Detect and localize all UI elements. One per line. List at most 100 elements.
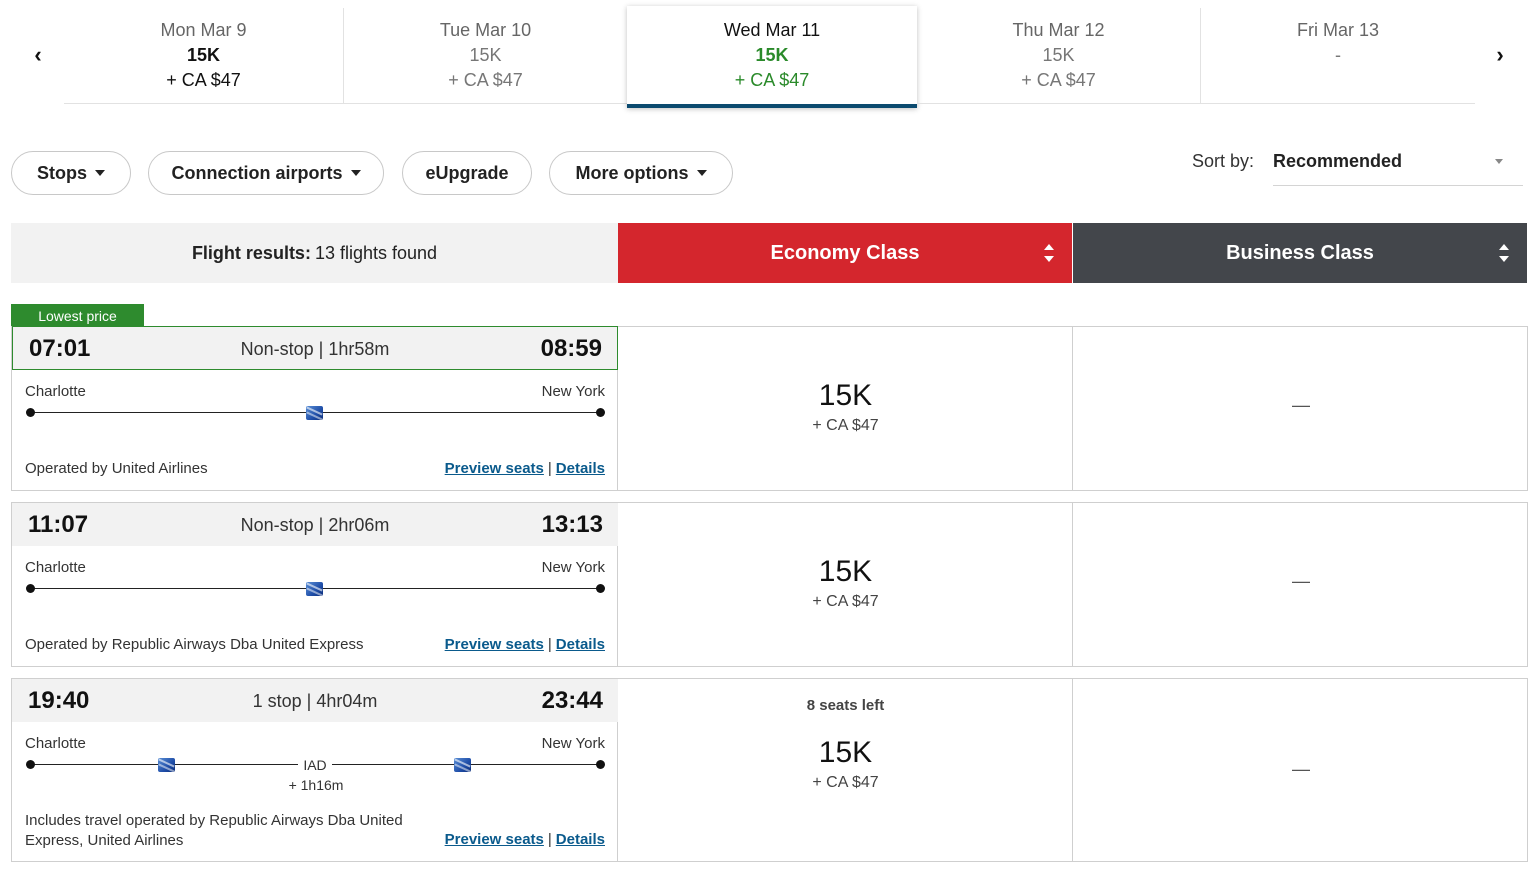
flight-links: Preview seats | Details bbox=[445, 831, 605, 848]
preview-seats-link[interactable]: Preview seats bbox=[444, 636, 544, 653]
lowest-price-badge: Lowest price bbox=[11, 304, 144, 327]
destination-dot bbox=[596, 760, 605, 769]
date-tax: + CA $47 bbox=[448, 70, 523, 90]
connection-airports-filter-button[interactable]: Connection airports bbox=[148, 151, 384, 195]
business-unavailable: — bbox=[1292, 395, 1310, 415]
preview-seats-link[interactable]: Preview seats bbox=[444, 831, 544, 848]
date-tab-mon-mar-9[interactable]: Mon Mar 9 15K + CA $47 bbox=[64, 8, 344, 104]
connection-airports-label: Connection airports bbox=[171, 162, 343, 183]
link-separator: | bbox=[547, 636, 552, 653]
date-price: - bbox=[1335, 45, 1341, 65]
origin-city: Charlotte bbox=[25, 559, 86, 576]
details-link[interactable]: Details bbox=[555, 460, 605, 477]
arrival-time: 23:44 bbox=[541, 687, 603, 714]
date-tab-wed-mar-11[interactable]: Wed Mar 11 15K + CA $47 bbox=[627, 6, 917, 108]
sort-value: Recommended bbox=[1273, 151, 1403, 171]
date-label: Thu Mar 12 bbox=[1012, 20, 1105, 40]
economy-fare-cell[interactable]: 8 seats left 15K + CA $47 bbox=[619, 679, 1073, 861]
seats-left: 8 seats left bbox=[806, 697, 885, 714]
united-globe-icon bbox=[158, 758, 175, 772]
chevron-right-icon[interactable]: › bbox=[1496, 42, 1504, 67]
operated-by-line-1: Includes travel operated by Republic Air… bbox=[25, 812, 403, 829]
united-globe-icon bbox=[306, 582, 323, 596]
flight-details: 11:07 Non-stop | 2hr06m 13:13 Charlotte … bbox=[12, 503, 618, 666]
more-options-filter-button[interactable]: More options bbox=[549, 151, 733, 195]
economy-tax: + CA $47 bbox=[812, 417, 879, 434]
eupgrade-filter-button[interactable]: eUpgrade bbox=[402, 151, 532, 195]
economy-fare-cell[interactable]: 15K + CA $47 bbox=[619, 327, 1073, 490]
origin-dot bbox=[26, 760, 35, 769]
flight-details: 07:01 Non-stop | 1hr58m 08:59 Charlotte … bbox=[12, 326, 618, 490]
business-unavailable: — bbox=[1292, 759, 1310, 779]
business-class-label: Business Class bbox=[1226, 241, 1374, 264]
business-fare-cell: — bbox=[1074, 679, 1528, 861]
chevron-left-icon[interactable]: ‹ bbox=[34, 42, 42, 67]
details-link[interactable]: Details bbox=[555, 636, 605, 653]
destination-city: New York bbox=[541, 559, 605, 576]
date-tab-tue-mar-10[interactable]: Tue Mar 10 15K + CA $47 bbox=[344, 8, 627, 104]
sort-label: Sort by: bbox=[1192, 151, 1255, 171]
arrival-time: 08:59 bbox=[540, 335, 602, 362]
date-strip: ‹ Mon Mar 9 15K + CA $47 Tue Mar 10 15K … bbox=[0, 0, 1536, 110]
results-label: Flight results: bbox=[191, 242, 311, 263]
business-class-header[interactable]: Business Class bbox=[1073, 223, 1527, 283]
flight-row: 19:40 1 stop | 4hr04m 23:44 Charlotte Ne… bbox=[11, 678, 1528, 862]
date-label: Mon Mar 9 bbox=[160, 20, 247, 40]
date-label: Wed Mar 11 bbox=[723, 20, 821, 40]
departure-time: 11:07 bbox=[28, 511, 89, 538]
flight-duration: Non-stop | 1hr58m bbox=[240, 339, 390, 359]
destination-dot bbox=[596, 584, 605, 593]
more-options-label: More options bbox=[575, 162, 689, 183]
eupgrade-label: eUpgrade bbox=[425, 162, 509, 183]
details-link[interactable]: Details bbox=[555, 831, 605, 848]
business-fare-cell: — bbox=[1074, 327, 1528, 490]
date-tax: + CA $47 bbox=[166, 70, 241, 90]
origin-dot bbox=[26, 408, 35, 417]
economy-fare-cell[interactable]: 15K + CA $47 bbox=[619, 503, 1073, 666]
destination-city: New York bbox=[541, 383, 605, 400]
flight-row: 11:07 Non-stop | 2hr06m 13:13 Charlotte … bbox=[11, 502, 1528, 667]
departure-time: 07:01 bbox=[29, 335, 91, 362]
caret-down-icon bbox=[350, 170, 361, 176]
preview-seats-link[interactable]: Preview seats bbox=[444, 460, 544, 477]
economy-price: 15K bbox=[818, 379, 873, 412]
flight-details: 19:40 1 stop | 4hr04m 23:44 Charlotte Ne… bbox=[12, 679, 618, 861]
united-globe-icon bbox=[454, 758, 471, 772]
results-header: Flight results: 13 flights found bbox=[11, 223, 618, 283]
operated-by-line-2: Express, United Airlines bbox=[25, 832, 184, 849]
flight-row: 07:01 Non-stop | 1hr58m 08:59 Charlotte … bbox=[11, 326, 1528, 491]
flight-time-bar: 11:07 Non-stop | 2hr06m 13:13 bbox=[12, 503, 618, 546]
sort-select[interactable]: Recommended bbox=[1273, 140, 1523, 186]
date-label: Fri Mar 13 bbox=[1296, 20, 1379, 40]
flight-links: Preview seats | Details bbox=[445, 460, 605, 477]
layover-duration: + 1h16m bbox=[288, 777, 344, 793]
sort-arrows-icon bbox=[1044, 244, 1054, 262]
flight-links: Preview seats | Details bbox=[445, 636, 605, 653]
operated-by: Includes travel operated by Republic Air… bbox=[25, 811, 403, 851]
economy-class-header[interactable]: Economy Class bbox=[618, 223, 1072, 283]
date-price: 15K bbox=[469, 45, 502, 65]
flight-duration: 1 stop | 4hr04m bbox=[252, 691, 378, 711]
date-price: 15K bbox=[755, 45, 789, 65]
stops-filter-button[interactable]: Stops bbox=[11, 151, 131, 195]
business-unavailable: — bbox=[1292, 571, 1310, 591]
caret-down-icon bbox=[696, 170, 707, 176]
economy-price: 15K bbox=[818, 555, 873, 588]
date-label: Tue Mar 10 bbox=[439, 20, 532, 40]
arrival-time: 13:13 bbox=[541, 511, 603, 538]
economy-class-label: Economy Class bbox=[770, 241, 920, 264]
date-tab-thu-mar-12[interactable]: Thu Mar 12 15K + CA $47 bbox=[917, 8, 1201, 104]
flight-time-bar: 07:01 Non-stop | 1hr58m 08:59 bbox=[12, 326, 618, 370]
sort-arrows-icon bbox=[1499, 244, 1509, 262]
flight-time-bar: 19:40 1 stop | 4hr04m 23:44 bbox=[12, 679, 618, 722]
date-tab-fri-mar-13[interactable]: Fri Mar 13 - bbox=[1201, 8, 1475, 104]
economy-tax: + CA $47 bbox=[812, 593, 879, 610]
business-fare-cell: — bbox=[1074, 503, 1528, 666]
caret-down-icon bbox=[95, 170, 105, 176]
origin-city: Charlotte bbox=[25, 383, 86, 400]
origin-city: Charlotte bbox=[25, 735, 86, 752]
economy-price: 15K bbox=[818, 736, 873, 769]
results-count: 13 flights found bbox=[314, 242, 438, 263]
origin-dot bbox=[26, 584, 35, 593]
link-separator: | bbox=[547, 460, 552, 477]
